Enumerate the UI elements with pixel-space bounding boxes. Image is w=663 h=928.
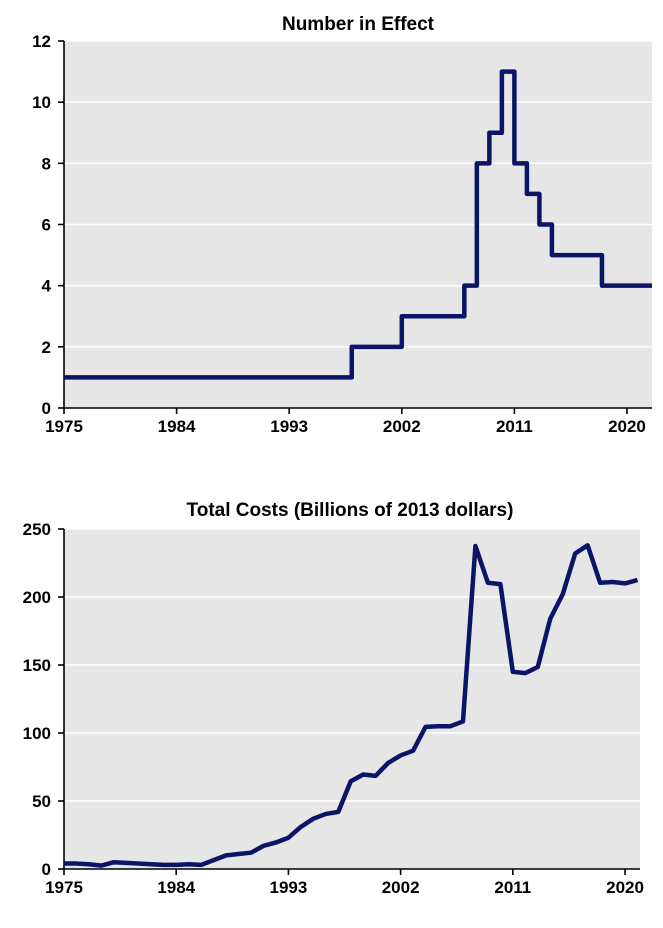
y-tick-label: 10	[32, 93, 51, 112]
y-tick-label: 2	[42, 338, 51, 357]
chart-number-in-effect: Number in Effect 0 2 4 6 8 10 12 1975 1984 1993 20…	[32, 14, 652, 436]
y-tick-label: 250	[23, 520, 51, 539]
x-tick-label: 2011	[494, 878, 531, 897]
x-tick-label: 2002	[382, 878, 420, 897]
y-tick-label: 6	[42, 216, 51, 235]
y-tick-label: 100	[23, 724, 51, 743]
x-tick-label: 1984	[158, 417, 196, 436]
x-tick-label: 2020	[606, 878, 644, 897]
chart-title: Total Costs (Billions of 2013 dollars)	[187, 500, 514, 521]
y-tick-label: 8	[42, 154, 51, 173]
x-tick-label: 1975	[45, 878, 83, 897]
y-tick-label: 150	[23, 656, 51, 675]
plot-area	[64, 529, 640, 869]
y-tick-label: 0	[42, 860, 51, 879]
chart-total-costs: Total Costs (Billions of 2013 dollars) 0…	[23, 500, 644, 897]
x-tick-label: 2020	[608, 417, 646, 436]
y-tick-label: 50	[32, 792, 51, 811]
series-line	[64, 69, 652, 380]
y-tick-label: 0	[42, 399, 51, 418]
y-tick-label: 4	[42, 277, 52, 296]
x-tick-label: 2002	[383, 417, 421, 436]
x-tick-label: 2011	[496, 417, 533, 436]
y-tick-label: 200	[23, 588, 51, 607]
x-tick-label: 1993	[270, 417, 308, 436]
x-tick-label: 1993	[270, 878, 308, 897]
x-tick-label: 1975	[45, 417, 83, 436]
x-tick-label: 1984	[157, 878, 195, 897]
series-line	[64, 543, 639, 868]
y-tick-label: 12	[32, 32, 51, 51]
chart-title: Number in Effect	[282, 14, 435, 35]
